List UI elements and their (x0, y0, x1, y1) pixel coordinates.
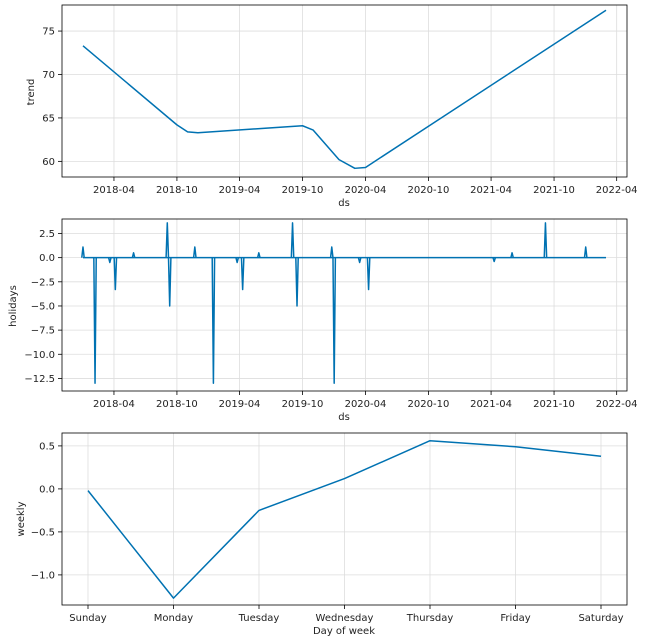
trend-ytick-label: 60 (42, 157, 55, 168)
holiday-spike (131, 252, 136, 258)
holidays-xlabel: ds (338, 412, 350, 423)
trend-xtick-label: 2018-04 (93, 185, 135, 196)
holiday-spike (93, 257, 97, 385)
holiday-spike (357, 257, 362, 264)
trend-panel: ds trend 2018-04 2018-10 2019-04 2019-10 202… (26, 4, 638, 209)
weekly-ytick-label: 0.0 (39, 484, 55, 495)
holiday-spike (192, 246, 197, 258)
weekly-series-line (87, 439, 602, 599)
holiday-spike (583, 246, 588, 258)
holidays-xtick-label: 2021-10 (533, 399, 575, 410)
trend-ytick-label: 75 (42, 27, 55, 38)
holiday-spike (113, 257, 118, 291)
holidays-ytick-label: −10.0 (24, 350, 55, 361)
holiday-spike (167, 257, 172, 307)
holiday-spike (165, 222, 170, 258)
holiday-spike (543, 222, 548, 258)
holiday-spike (332, 257, 337, 385)
weekly-xtick-label: Wednesday (316, 613, 374, 624)
weekly-xtick-label: Monday (154, 613, 194, 624)
holiday-spike (81, 246, 85, 258)
trend-xtick-label: 2018-10 (156, 185, 198, 196)
trend-axes-frame (61, 4, 628, 178)
holidays-ylabel: holidays (8, 285, 19, 327)
holidays-xtick-label: 2022-04 (596, 399, 638, 410)
weekly-xtick-label: Friday (500, 613, 530, 624)
weekly-xtick-label: Tuesday (238, 613, 280, 624)
weekly-panel: Day of week weekly Sunday Monday Tuesday We… (16, 432, 628, 637)
holiday-spike (240, 257, 245, 291)
weekly-ytick-label: −1.0 (31, 570, 55, 581)
trend-xtick-label: 2019-10 (282, 185, 324, 196)
trend-ytick-label: 65 (42, 113, 55, 124)
trend-xtick-label: 2020-10 (408, 185, 450, 196)
weekly-xlabel: Day of week (313, 626, 375, 637)
holidays-xtick-label: 2018-04 (93, 399, 135, 410)
holidays-ytick-label: 2.5 (39, 229, 55, 240)
trend-xtick-label: 2022-04 (596, 185, 638, 196)
holidays-xtick-label: 2018-10 (156, 399, 198, 410)
weekly-xtick-label: Sunday (69, 613, 106, 624)
holidays-panel: ds holidays 2018-04 2018-10 2019-04 2019-10… (8, 218, 638, 423)
trend-xtick-label: 2021-04 (470, 185, 512, 196)
trend-xlabel: ds (338, 198, 350, 209)
weekly-ylabel: weekly (16, 501, 27, 536)
trend-xtick-label: 2020-04 (345, 185, 387, 196)
trend-series-line (82, 9, 607, 170)
holidays-xtick-label: 2019-04 (219, 399, 261, 410)
holidays-xtick-label: 2021-04 (470, 399, 512, 410)
holiday-spike (492, 257, 497, 263)
holidays-xtick-label: 2020-10 (408, 399, 450, 410)
holidays-ytick-label: −12.5 (24, 374, 55, 385)
holidays-ytick-label: −2.5 (31, 277, 55, 288)
weekly-ytick-label: −0.5 (31, 527, 55, 538)
holiday-spike (510, 252, 515, 258)
holiday-spike (290, 222, 295, 258)
holidays-ytick-label: −5.0 (31, 301, 55, 312)
holidays-ytick-label: −7.5 (31, 326, 55, 337)
trend-xtick-label: 2019-04 (219, 185, 261, 196)
holiday-spike (211, 257, 216, 385)
holiday-spike (235, 257, 240, 264)
trend-ylabel: trend (26, 79, 37, 106)
holiday-spike (107, 257, 112, 264)
weekly-ytick-label: 0.5 (39, 441, 55, 452)
trend-xtick-label: 2021-10 (533, 185, 575, 196)
holiday-spike (295, 257, 299, 307)
trend-ytick-label: 70 (42, 70, 55, 81)
weekly-axes-frame (61, 432, 628, 606)
holidays-axes-frame (61, 218, 628, 392)
weekly-xtick-label: Thursday (406, 613, 454, 624)
holidays-ytick-label: 0.0 (39, 253, 55, 264)
holiday-spike (329, 246, 334, 258)
holiday-spike (256, 252, 261, 258)
holidays-xtick-label: 2020-04 (345, 399, 387, 410)
weekly-xtick-label: Saturday (578, 613, 623, 624)
holiday-spike (366, 257, 371, 291)
holidays-xtick-label: 2019-10 (282, 399, 324, 410)
